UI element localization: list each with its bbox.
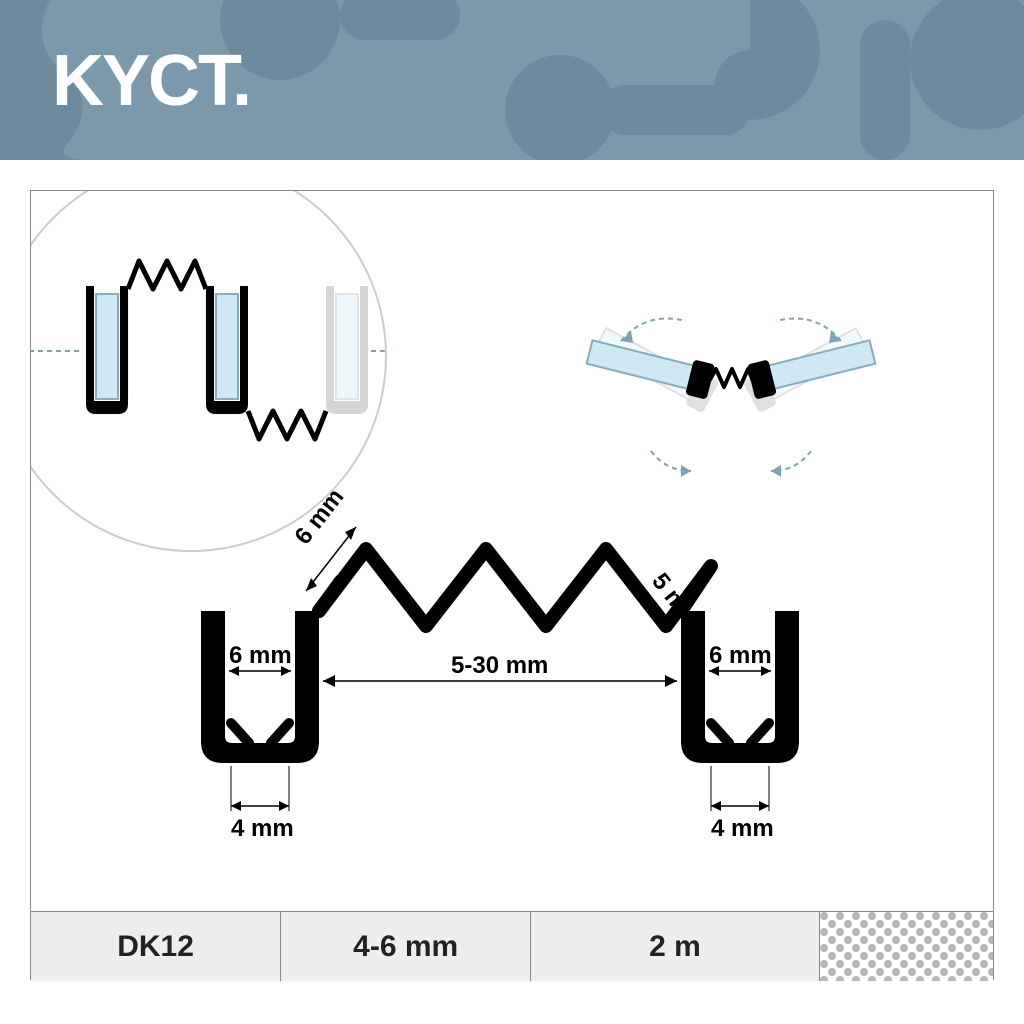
spec-row: DK12 4-6 mm 2 m	[31, 911, 993, 981]
spec-length: 2 m	[531, 912, 820, 981]
brand-logo: KYCT.	[52, 40, 250, 122]
dim-channel-right: 6 mm	[709, 642, 772, 669]
spec-model: DK12	[31, 912, 281, 981]
main-profile: 6 mm 5 mm 6 mm	[201, 484, 799, 842]
dim-opening-left: 4 mm	[231, 815, 294, 842]
spec-pattern	[820, 912, 993, 981]
technical-diagram: 6 mm 5 mm 6 mm	[31, 191, 993, 911]
dim-channel-left: 6 mm	[229, 642, 292, 669]
product-panel: 6 mm 5 mm 6 mm	[30, 190, 994, 980]
angle-detail	[585, 319, 877, 478]
diagram-area: 6 mm 5 mm 6 mm	[31, 191, 993, 911]
spec-glass: 4-6 mm	[281, 912, 531, 981]
brand-header: KYCT.	[0, 0, 1024, 160]
dim-gap: 5-30 mm	[451, 652, 548, 679]
dim-opening-right: 4 mm	[711, 815, 774, 842]
stretch-detail	[31, 191, 429, 551]
